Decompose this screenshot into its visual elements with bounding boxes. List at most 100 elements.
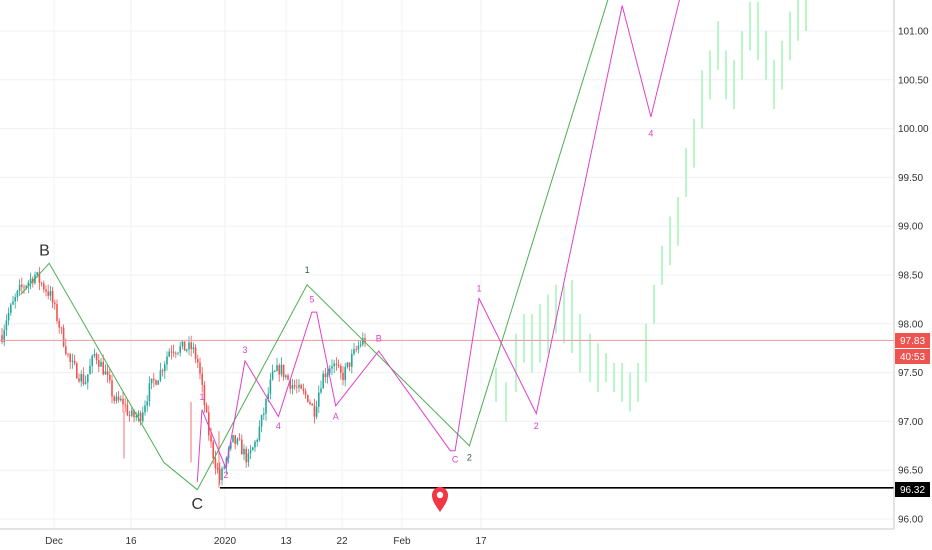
candle-body	[362, 338, 364, 345]
candle-body	[142, 412, 144, 422]
projection-bar	[645, 323, 647, 383]
price-axis[interactable]: 96.00 96.50 97.00 97.50 98.00 98.50 99.00 99.50…	[893, 0, 932, 550]
candle-body	[291, 385, 294, 389]
candle-body	[45, 289, 47, 292]
candle-body	[95, 353, 98, 360]
wave-label-pink: 4	[648, 128, 653, 138]
candle-body	[84, 382, 87, 384]
candle-body	[254, 441, 256, 448]
candle-body	[256, 439, 258, 442]
candle-body	[203, 384, 206, 406]
candle-body	[285, 375, 287, 378]
time-axis[interactable]: Dec 16 2020 13 22 Feb 17	[0, 528, 932, 550]
wave-label-pink: 1	[200, 392, 205, 402]
countdown-badge: 40:53	[895, 349, 930, 364]
projection-bar	[571, 279, 573, 354]
wave-label-pink: 1	[476, 284, 481, 294]
candle-body	[137, 413, 140, 417]
candle-body	[300, 384, 302, 389]
candle-body	[355, 349, 357, 351]
candle-body	[260, 414, 263, 427]
candle-body	[29, 278, 32, 283]
candle-body	[135, 416, 137, 418]
candle-body	[214, 457, 217, 469]
candle-body	[161, 370, 164, 372]
y-tick-label: 101.00	[898, 27, 929, 38]
candle-body	[329, 368, 331, 373]
time-axis-background	[0, 529, 932, 550]
projection-bar	[539, 304, 541, 363]
projection-bar	[781, 40, 783, 90]
y-tick-label: 100.00	[898, 124, 929, 135]
projection-bar	[765, 31, 767, 80]
projected-bars	[495, 0, 807, 422]
candle-body	[337, 364, 340, 367]
candle-body	[234, 435, 236, 444]
candle-body	[170, 351, 173, 353]
wave-label-pink: 2	[223, 470, 228, 480]
candle-body	[120, 398, 122, 401]
candle-body	[190, 342, 192, 350]
candle-body	[23, 286, 25, 288]
candle-body	[223, 467, 225, 469]
candle-body	[342, 372, 344, 381]
candle-body	[36, 272, 38, 275]
wave-label-pink: C	[452, 454, 459, 464]
y-tick-label: 96.00	[898, 515, 923, 526]
candle-body	[238, 438, 241, 440]
candle-body	[186, 349, 188, 351]
wave-label-pink: 3	[242, 345, 247, 355]
x-tick-label: 13	[280, 536, 292, 547]
candle-body	[14, 297, 16, 302]
candle-body	[201, 373, 203, 385]
candle-body	[7, 312, 10, 321]
horizontal-lines	[0, 339, 894, 489]
candle-body	[293, 385, 296, 387]
wave-label-pink: 2	[534, 421, 539, 431]
candle-body	[181, 341, 184, 347]
candle-body	[208, 412, 210, 436]
candle-body	[287, 375, 289, 380]
candle-body	[38, 272, 41, 283]
candle-body	[67, 353, 69, 355]
wave-label-pink: A	[333, 411, 339, 421]
candle-body	[271, 371, 274, 380]
candle-body	[93, 353, 96, 356]
support-price-text: 96.32	[900, 485, 925, 496]
map-pin-icon[interactable]	[432, 487, 448, 512]
candle-body	[263, 413, 265, 415]
candle-body	[54, 302, 56, 305]
candle-body	[216, 468, 219, 470]
x-tick-label: 2020	[214, 536, 237, 547]
projection-bar	[797, 0, 799, 41]
wave-label-green: 1	[305, 265, 310, 275]
current-price-text: 97.83	[900, 336, 925, 347]
candle-body	[258, 426, 261, 440]
candle-body	[333, 363, 335, 367]
wave-paths	[20, 0, 680, 491]
candle-body	[117, 396, 120, 401]
y-tick-label: 97.50	[898, 368, 923, 379]
candle-body	[47, 291, 49, 296]
candle-body	[315, 406, 318, 417]
projection-bar	[505, 382, 507, 422]
candle-body	[269, 379, 272, 394]
candle-body	[21, 284, 23, 287]
wave-label-pink: B	[376, 333, 382, 343]
candle-body	[199, 362, 201, 374]
candle-body	[27, 282, 30, 286]
candle-body	[126, 404, 129, 416]
candle-body	[265, 398, 267, 414]
candle-body	[313, 405, 316, 417]
candle-body	[236, 438, 239, 444]
candle-body	[359, 344, 362, 346]
projection-bar	[741, 31, 743, 80]
candle-body	[304, 391, 307, 395]
projection-bar	[733, 60, 735, 110]
projection-bar	[589, 333, 591, 383]
candle-body	[247, 453, 250, 463]
countdown-text: 40:53	[900, 352, 925, 363]
candle-body	[122, 398, 124, 405]
wave-label-green: 2	[467, 452, 472, 462]
